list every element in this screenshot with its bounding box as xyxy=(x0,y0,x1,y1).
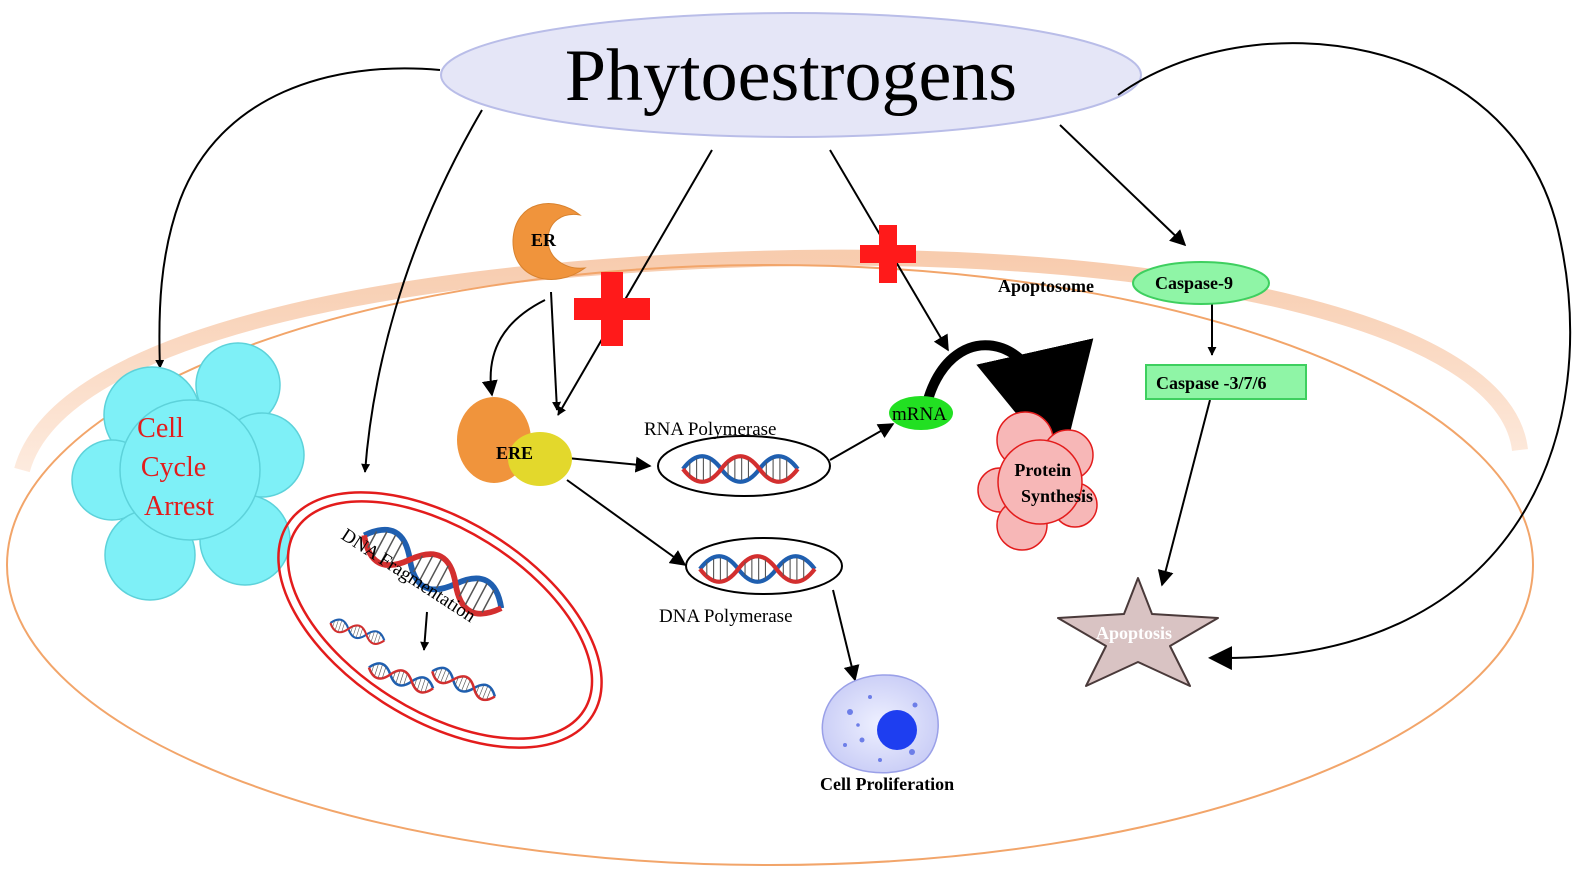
edge-translation-arc xyxy=(922,338,1094,469)
dna-fragmentation-node: DNA Fragmentation xyxy=(277,491,603,749)
edge-caspase376-to-apoptosis xyxy=(1157,399,1211,587)
protein-synthesis-node: Protein Synthesis xyxy=(977,411,1098,551)
cell-cycle-arrest-label: Cell Cycle Arrest xyxy=(137,413,214,522)
edge-to-caspase-9 xyxy=(1059,124,1187,247)
ere-complex: ERE xyxy=(457,397,572,486)
rna-polymerase-label: RNA Polymerase xyxy=(644,419,776,440)
caspase-376-node: Caspase -3/7/6 xyxy=(1145,364,1307,400)
protein-synthesis-label: Protein Synthesis xyxy=(1014,460,1093,506)
edge-rna-polymerase-to-mrna xyxy=(829,423,895,461)
edge-dna-polymerase-to-proliferation xyxy=(832,589,860,682)
edge-ere-to-rna-polymerase xyxy=(566,456,652,473)
caspase-9-label: Caspase-9 xyxy=(1155,273,1233,293)
dna-polymerase-node: DNA Polymerase xyxy=(659,537,843,627)
dna-helix-icon xyxy=(365,659,437,697)
star-icon xyxy=(1057,577,1219,687)
edge-to-dna-fragmentation xyxy=(361,109,483,473)
cloud-icon xyxy=(977,411,1098,551)
mrna-label: mRNA xyxy=(892,404,947,425)
rna-polymerase-node: RNA Polymerase xyxy=(644,419,831,497)
caspase-9-node: Caspase-9 xyxy=(1132,261,1270,305)
caspase-376-label: Caspase -3/7/6 xyxy=(1156,373,1267,393)
edge-to-apoptosis xyxy=(1117,42,1572,671)
cloud-icon xyxy=(71,342,305,601)
apoptosis-label: Apoptosis xyxy=(1096,623,1172,643)
edge-er-to-ere-curve xyxy=(481,299,546,397)
phytoestrogens-title: Phytoestrogens xyxy=(565,35,1017,117)
dna-helix-icon xyxy=(327,615,388,648)
edge-to-cell-cycle-arrest xyxy=(155,67,441,369)
edge-er-to-ere-straight xyxy=(550,291,562,411)
dna-helix-icon xyxy=(356,520,509,623)
er-label: ER xyxy=(531,230,557,250)
dna-polymerase-label: DNA Polymerase xyxy=(659,606,793,627)
pathway-edges xyxy=(155,42,1572,682)
dna-helix-icon xyxy=(428,663,499,705)
mrna-node: mRNA xyxy=(889,396,953,430)
phytoestrogens-node: Phytoestrogens xyxy=(440,12,1142,138)
cell-membrane xyxy=(6,249,1534,866)
cell-proliferation-node: Cell Proliferation xyxy=(820,674,954,794)
nucleus xyxy=(877,710,917,750)
edge-ere-to-dna-polymerase xyxy=(566,479,687,566)
edge-to-ere xyxy=(557,149,713,416)
cell-proliferation-label: Cell Proliferation xyxy=(820,774,954,794)
er-receptor: ER xyxy=(512,203,587,280)
inhibition-cross-icon xyxy=(574,272,650,346)
dna-fragmentation-label: DNA Fragmentation xyxy=(337,525,479,628)
inhibition-cross-icon xyxy=(860,225,916,283)
apoptosome-label: Apoptosome xyxy=(998,276,1094,296)
cell-cycle-arrest-node: Cell Cycle Arrest xyxy=(71,342,305,601)
apoptosis-node: Apoptosis xyxy=(1057,577,1219,687)
ere-label: ERE xyxy=(496,443,533,463)
